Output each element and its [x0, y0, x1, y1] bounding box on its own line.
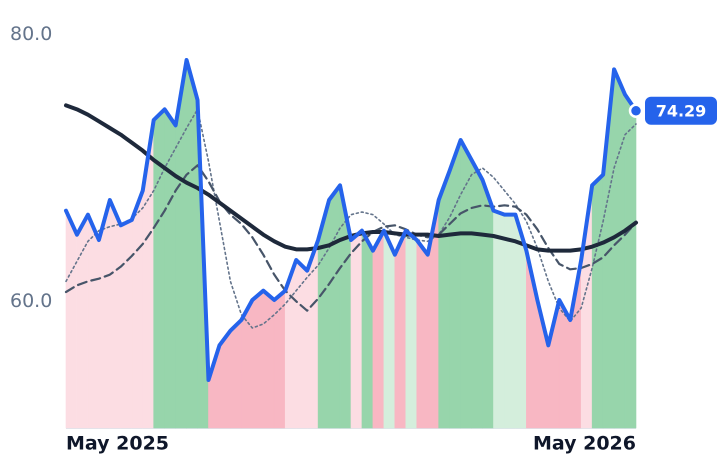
area-segment	[471, 159, 483, 429]
area-segment	[252, 290, 264, 429]
area-segment	[328, 184, 341, 429]
area-segment	[186, 59, 198, 429]
area-segment	[131, 190, 144, 429]
last-value-badge	[645, 96, 717, 125]
last-point	[628, 103, 644, 119]
area-segment	[591, 173, 604, 429]
last-value-label: 74.29	[656, 101, 707, 120]
area-segment	[438, 170, 450, 429]
area-segment	[263, 290, 275, 429]
area-segment	[164, 108, 176, 429]
area-segment	[295, 259, 308, 429]
area-segment	[65, 210, 78, 429]
area-segment	[120, 219, 133, 429]
area-segment	[350, 230, 363, 429]
area-segment	[416, 239, 429, 429]
x-tick-label: May 2025	[66, 433, 169, 455]
y-tick-label: 60.0	[10, 290, 52, 312]
area-segment	[76, 214, 89, 429]
area-segment	[372, 230, 385, 429]
area-segment	[109, 199, 122, 429]
area-segment	[230, 319, 242, 429]
series-line	[64, 58, 638, 382]
area-segment	[153, 108, 165, 429]
area-segment	[613, 69, 626, 429]
series-line	[64, 164, 638, 312]
area-segment	[87, 214, 100, 429]
area-segment	[482, 179, 494, 429]
area-segment	[273, 290, 286, 429]
area-segment	[361, 230, 374, 429]
area-segment	[504, 214, 516, 429]
series-line	[65, 108, 637, 329]
area-segment	[405, 230, 418, 429]
area-segment	[449, 139, 461, 429]
area-segment	[624, 93, 637, 429]
x-tick-label: May 2026	[533, 433, 636, 455]
y-tick-label: 80.0	[10, 23, 52, 45]
area-segment	[383, 230, 396, 429]
area-segment	[394, 230, 407, 429]
area-segment	[493, 210, 505, 429]
